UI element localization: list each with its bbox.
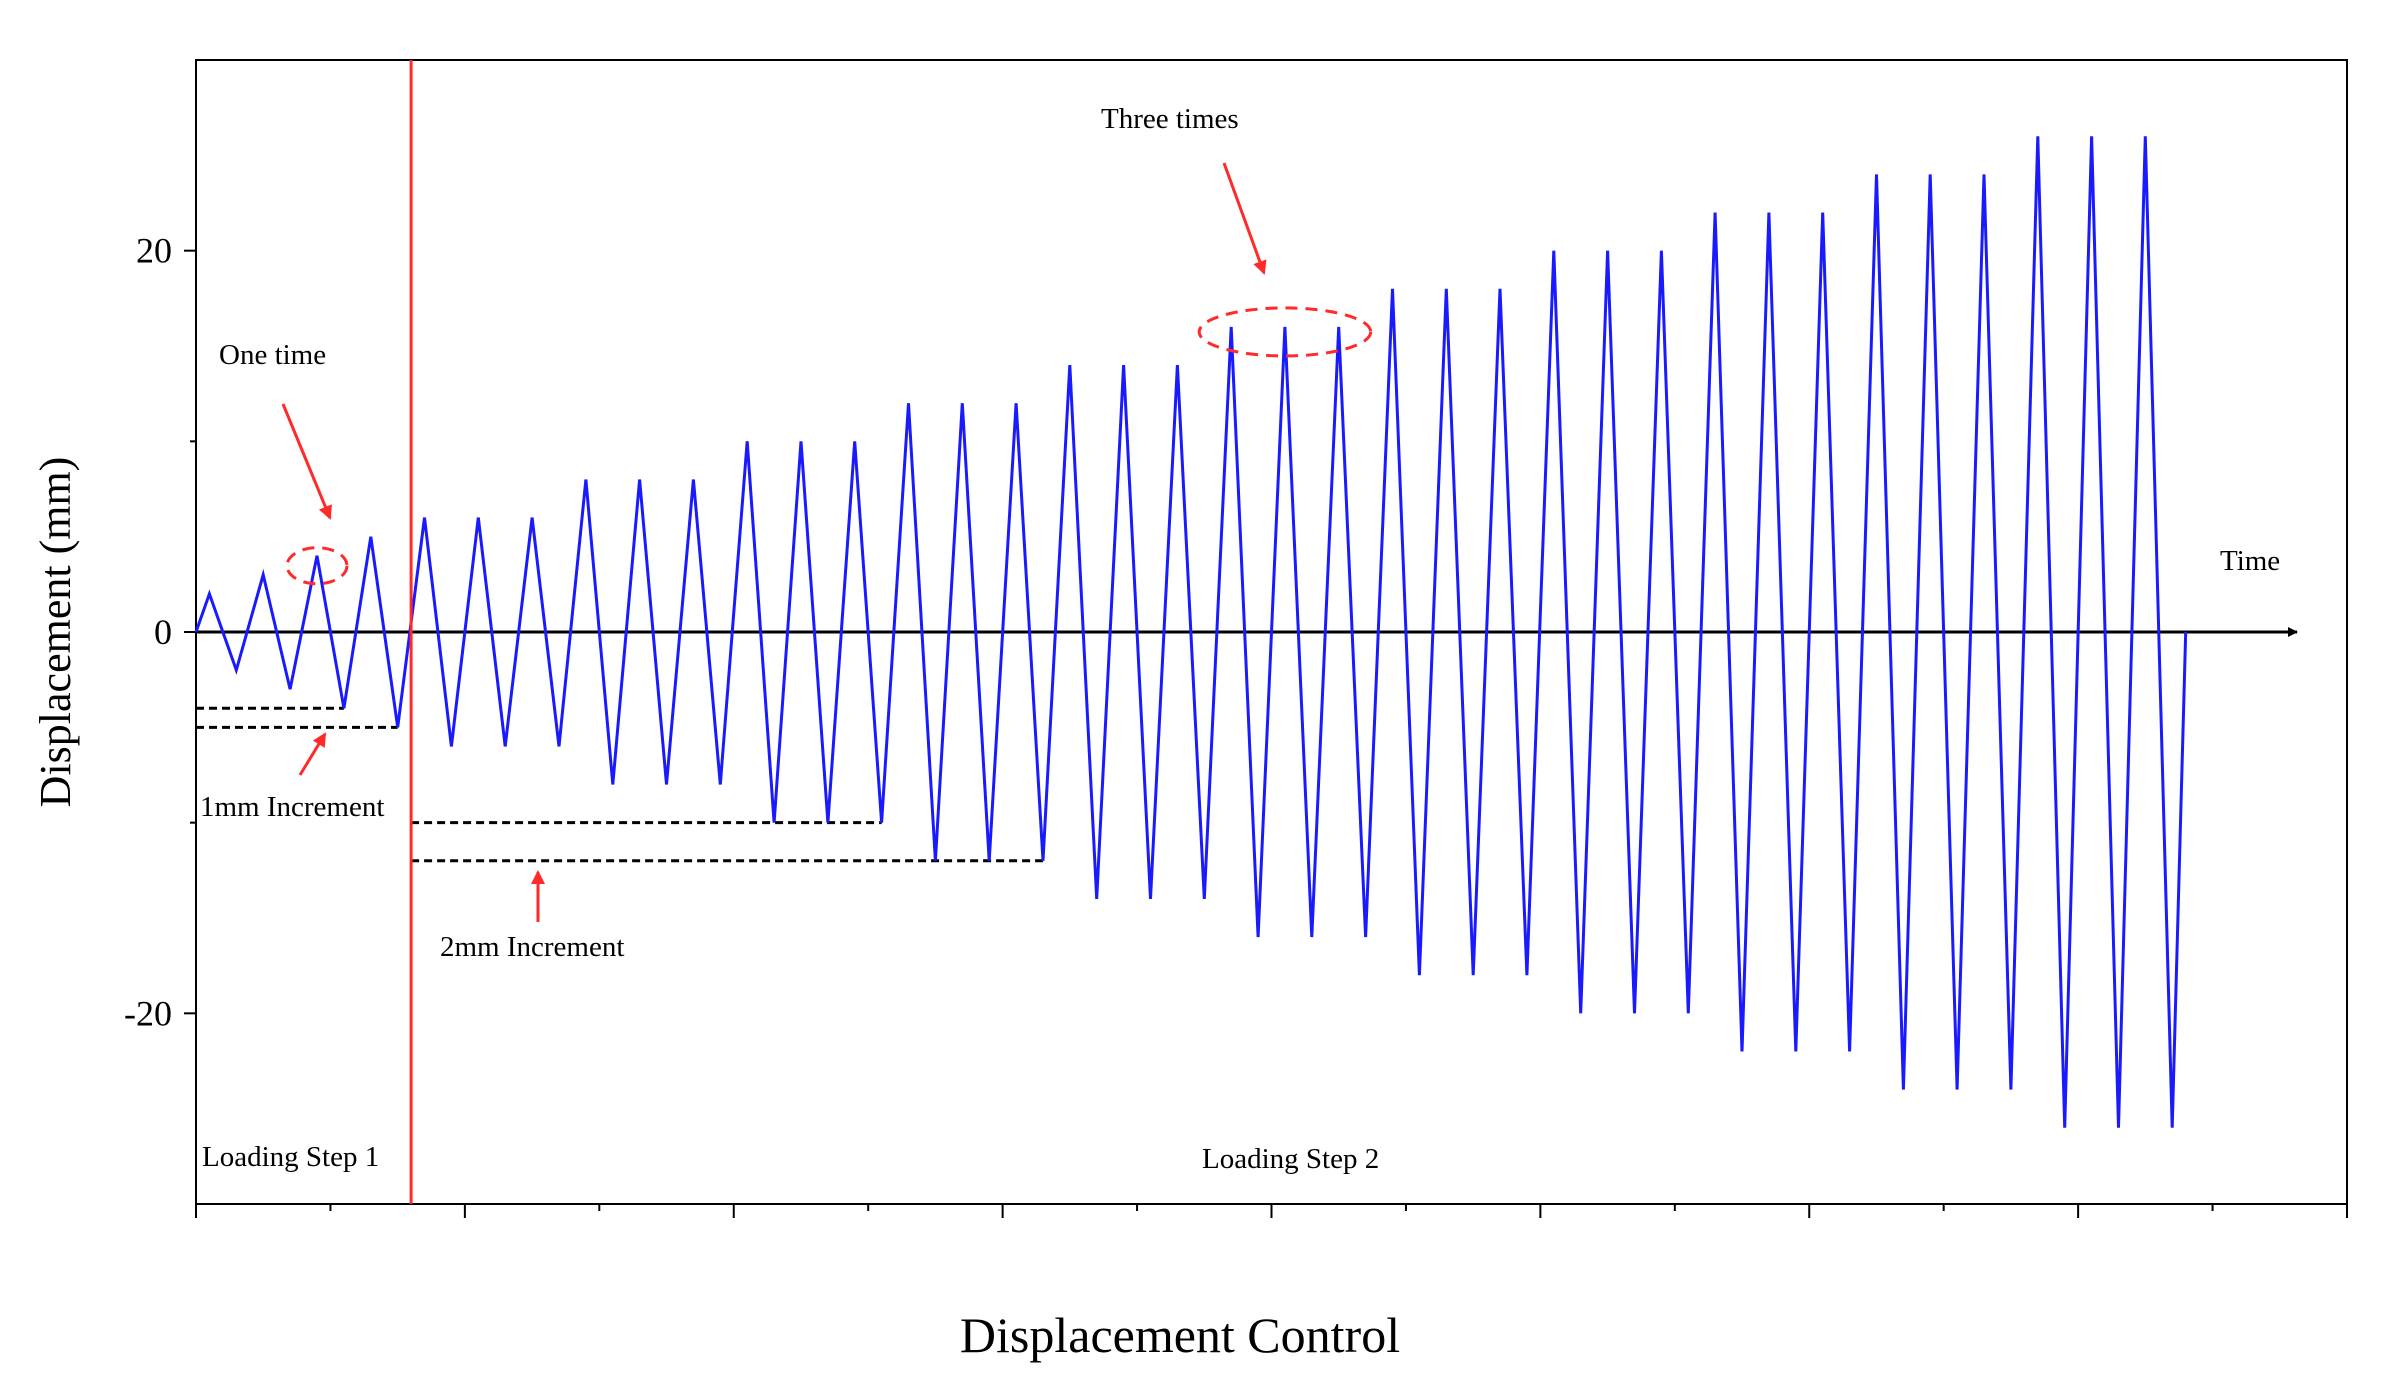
loading-step-1-label: Loading Step 1 [202, 1141, 379, 1173]
1mm-increment-arrow [298, 732, 327, 776]
x-axis-title: Displacement Control [960, 1307, 1400, 1363]
time-axis-label: Time [2220, 545, 2280, 577]
axis-ticks [184, 249, 2348, 1218]
y-tick-label-2: 20 [136, 231, 172, 271]
three-times-label: Three times [1101, 103, 1239, 135]
one-time-highlight [285, 546, 349, 586]
one-time-label: One time [219, 339, 326, 371]
y-tick-labels: -20 0 20 [124, 231, 172, 1034]
one-time-arrow [281, 403, 332, 520]
2mm-increment-label: 2mm Increment [440, 931, 624, 963]
y-tick-label-1: 0 [154, 612, 172, 652]
three-times-highlight [1197, 306, 1373, 358]
y-tick-label-0: -20 [124, 993, 172, 1033]
increment-guides [196, 706, 1043, 863]
displacement-series-line [194, 136, 2188, 1128]
1mm-increment-label: 1mm Increment [200, 791, 384, 823]
y-axis-title: Displacement (mm) [31, 457, 80, 808]
loading-step-2-label: Loading Step 2 [1202, 1143, 1379, 1175]
three-times-arrow [1222, 162, 1267, 275]
